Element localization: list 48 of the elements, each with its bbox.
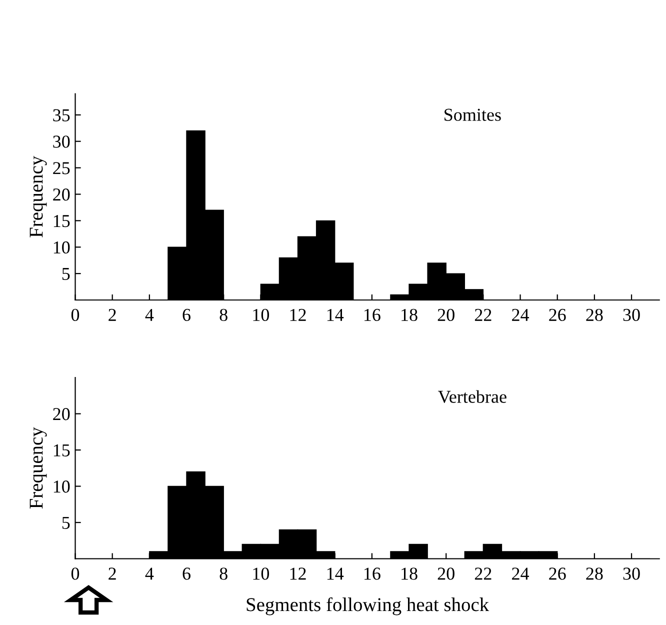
- y-tick-label: 10: [54, 480, 70, 493]
- x-tick-label: 8: [220, 568, 228, 580]
- y-tick-label: 5: [62, 268, 70, 280]
- x-tick-label: 24: [512, 568, 530, 580]
- x-tick-label: 22: [474, 308, 492, 321]
- text: Somites: [444, 108, 501, 121]
- x-tick-label: 18: [402, 308, 418, 322]
- y-tick-label: 20: [53, 408, 70, 420]
- x-tick-label: 22: [474, 568, 492, 580]
- y-tick-label: 5: [62, 516, 70, 529]
- x-tick-label: 28: [586, 308, 603, 322]
- x-tick-label: 16: [364, 308, 380, 322]
- x-tick-label: 30: [623, 568, 640, 580]
- x-tick-label: 10: [253, 308, 270, 322]
- y-tick-label: 10: [54, 241, 70, 254]
- x-axis-title: Segments following heat shock: [246, 597, 490, 616]
- x-tick-label: 28: [586, 568, 603, 580]
- x-tick-label: 14: [327, 568, 344, 580]
- x-tick-label: 26: [549, 568, 566, 580]
- x-tick-label: 18: [402, 568, 418, 580]
- x-tick-label: 10: [253, 568, 270, 580]
- x-tick-label: 6: [182, 308, 190, 322]
- x-tick-label: 6: [182, 568, 190, 580]
- y-tick-label: 25: [53, 162, 70, 174]
- x-tick-label: 8: [220, 308, 228, 322]
- x-tick-label: 4: [145, 568, 154, 580]
- x-tick-label: 2: [108, 568, 116, 580]
- x-tick-label: 14: [327, 308, 344, 321]
- y-tick-label: 15: [54, 215, 70, 228]
- x-tick-label: 20: [438, 308, 454, 322]
- y-axis-title: Frequency: [30, 156, 47, 238]
- y-tick-label: 35: [53, 109, 70, 122]
- x-tick-label: 0: [71, 308, 80, 322]
- x-tick-label: 12: [290, 308, 306, 321]
- y-axis-title: Frequency: [30, 427, 47, 509]
- y-tick-label: 20: [53, 188, 70, 201]
- x-tick-label: 26: [549, 308, 566, 322]
- text: Vertebrae: [438, 390, 506, 403]
- x-tick-label: 16: [364, 568, 380, 580]
- x-tick-label: 0: [71, 568, 80, 580]
- x-tick-label: 30: [623, 308, 640, 322]
- x-tick-label: 2: [108, 308, 116, 321]
- y-tick-label: 15: [54, 444, 70, 456]
- x-tick-label: 20: [438, 568, 454, 580]
- x-tick-label: 4: [145, 308, 154, 321]
- x-tick-label: 24: [512, 308, 530, 321]
- x-tick-label: 12: [290, 568, 306, 580]
- y-tick-label: 30: [53, 136, 70, 148]
